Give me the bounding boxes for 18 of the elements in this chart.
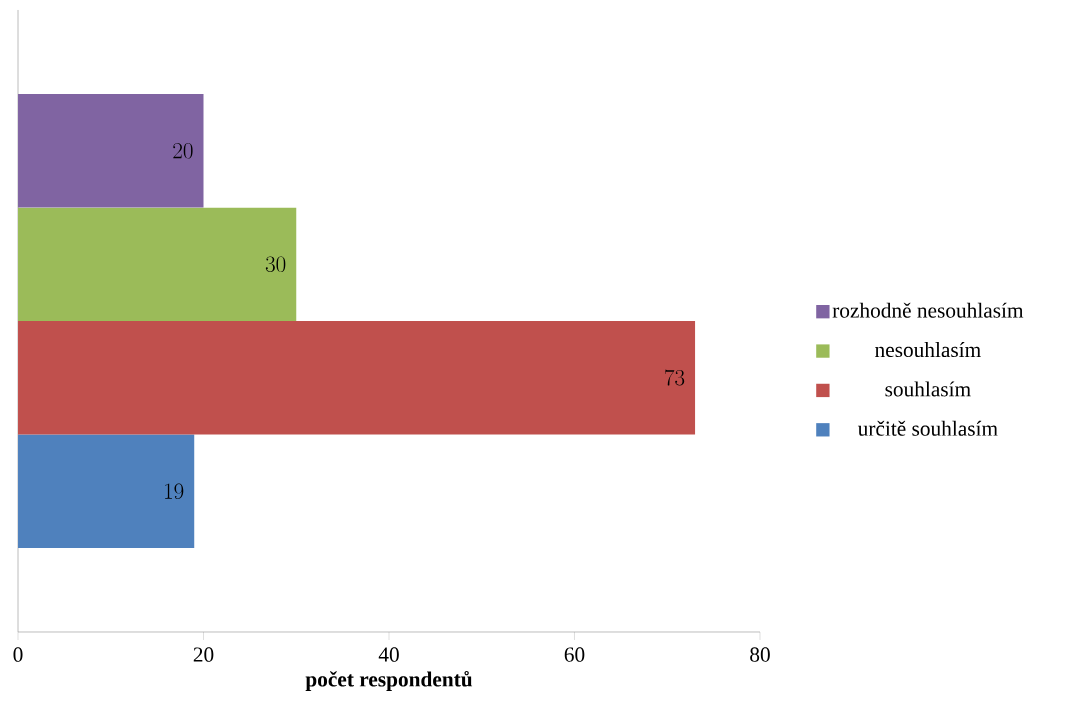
data-label: 20 <box>173 142 193 159</box>
legend-label: určitě souhlasím <box>857 420 998 436</box>
data-label: 19 <box>165 483 184 500</box>
x-tick-label: 0 <box>13 647 23 662</box>
bar <box>18 320 696 435</box>
x-tick-label: 60 <box>564 647 585 662</box>
bar <box>18 93 204 208</box>
data-label: 30 <box>265 256 286 273</box>
x-tick-label: 40 <box>378 647 399 662</box>
legend-label: rozhodně nesouhlasím <box>832 302 1024 318</box>
bar <box>18 434 195 549</box>
data-label: 73 <box>664 369 685 386</box>
x-tick-label: 80 <box>750 647 770 662</box>
x-tick-label: 20 <box>193 647 214 662</box>
text: souhlasím <box>885 381 971 397</box>
x-axis-title: počet respondentů <box>305 670 473 691</box>
bar <box>18 207 297 321</box>
legend-label: nesouhlasím <box>875 342 981 358</box>
